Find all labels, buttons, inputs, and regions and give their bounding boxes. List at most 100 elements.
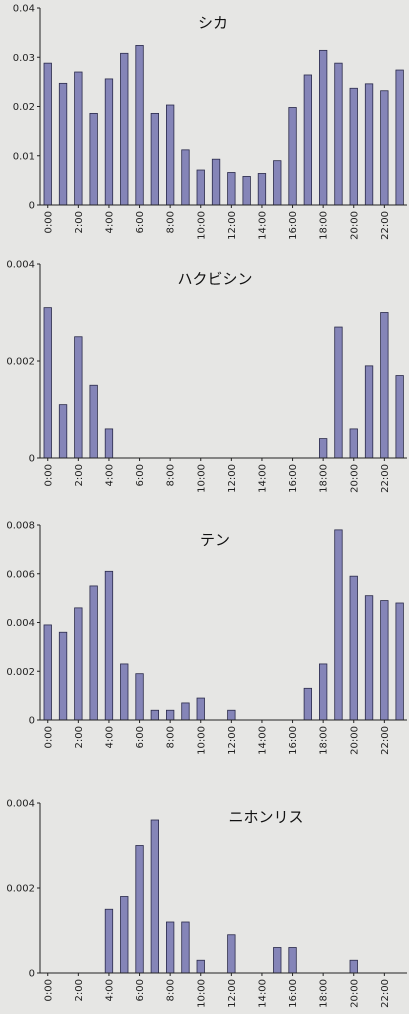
x-tick-label: 14:00 [257, 979, 268, 1008]
y-tick-label: 0.01 [13, 151, 35, 162]
x-tick-label: 12:00 [227, 979, 238, 1008]
x-tick-label: 2:00 [74, 464, 85, 486]
x-tick-label: 6:00 [135, 464, 146, 486]
x-tick-label: 8:00 [166, 211, 177, 233]
y-tick-label: 0 [29, 454, 35, 465]
y-tick-label: 0.002 [6, 357, 35, 368]
bar-deer-700 [150, 112, 160, 206]
x-tick-label: 4:00 [104, 211, 115, 233]
x-tick-label: 6:00 [135, 726, 146, 748]
bar-deer-2300 [395, 69, 404, 206]
x-tick-label: 10:00 [196, 979, 207, 1008]
y-tick-label: 0 [29, 969, 35, 980]
chart-title: ニホンリス [228, 808, 303, 826]
x-tick-label: 10:00 [196, 464, 207, 493]
bar-civet-000 [43, 307, 52, 459]
bar-civet-1900 [334, 326, 343, 459]
bar-marten-500 [120, 663, 129, 721]
y-tick-label: 0.04 [13, 4, 35, 15]
x-tick-label: 22:00 [380, 726, 391, 755]
bar-civet-2000 [349, 428, 358, 459]
x-tick-label: 8:00 [166, 979, 177, 1001]
x-tick-label: 14:00 [257, 726, 268, 755]
x-tick-label: 4:00 [104, 979, 115, 1001]
bar-marten-1900 [334, 529, 343, 721]
bar-squirrel-800 [165, 921, 175, 974]
x-tick-label: 6:00 [135, 979, 146, 1001]
x-tick-label: 14:00 [257, 211, 268, 240]
chart-japanese-squirrel: 0 0.002 0.004 0:00 2:00 4:00 6:00 8:00 10:00 12:0… [6, 799, 407, 1008]
bar-deer-1300 [242, 176, 251, 206]
x-tick-label: 2:00 [74, 979, 85, 1001]
y-tick-label: 0.002 [6, 667, 35, 678]
x-tick-label: 18:00 [319, 979, 330, 1008]
bar-marten-1000 [196, 697, 205, 721]
bar-squirrel-500 [120, 896, 129, 974]
bar-marten-1800 [318, 663, 328, 721]
bar-squirrel-700 [150, 819, 160, 974]
bar-squirrel-1000 [196, 959, 205, 974]
bar-squirrel-900 [181, 921, 190, 974]
bar-squirrel-400 [104, 908, 114, 974]
bar-squirrel-600 [135, 845, 144, 974]
bar-deer-1100 [211, 158, 221, 206]
bar-marten-1700 [303, 687, 313, 721]
x-tick-label: 10:00 [196, 211, 207, 240]
bar-marten-2000 [349, 575, 358, 721]
x-tick-label: 18:00 [319, 726, 330, 755]
x-tick-label: 22:00 [380, 464, 391, 493]
bar-civet-1800 [318, 438, 328, 459]
x-tick-label: 12:00 [227, 211, 238, 240]
bar-deer-2200 [380, 90, 389, 206]
x-tick-label: 20:00 [349, 979, 360, 1008]
bar-marten-1200 [227, 709, 236, 721]
bar-marten-800 [165, 709, 175, 721]
chart-title: シカ [198, 14, 228, 32]
bar-civet-400 [104, 428, 114, 459]
bar-marten-2100 [364, 595, 374, 721]
bar-squirrel-1500 [273, 947, 282, 974]
y-tick-label: 0.004 [6, 799, 35, 810]
bar-deer-1600 [288, 107, 297, 206]
x-tick-label: 6:00 [135, 211, 146, 233]
bar-civet-100 [58, 404, 68, 459]
x-tick-label: 18:00 [319, 211, 330, 240]
x-tick-label: 12:00 [227, 464, 238, 493]
y-tick-label: 0 [29, 716, 35, 727]
bar-marten-700 [150, 709, 160, 721]
bar-deer-1700 [303, 74, 313, 206]
x-tick-label: 8:00 [166, 464, 177, 486]
x-tick-label: 22:00 [380, 979, 391, 1008]
x-tick-label: 18:00 [319, 464, 330, 493]
bar-marten-000 [43, 624, 52, 721]
bar-squirrel-2000 [349, 959, 358, 974]
bar-deer-100 [58, 82, 68, 206]
bar-deer-800 [165, 104, 175, 206]
bar-deer-300 [89, 112, 98, 206]
bar-squirrel-1200 [227, 934, 236, 974]
x-tick-label: 14:00 [257, 464, 268, 493]
x-tick-label: 16:00 [288, 211, 299, 240]
chart-title: テン [200, 531, 230, 549]
bar-civet-2200 [380, 312, 389, 459]
x-tick-label: 20:00 [349, 211, 360, 240]
bar-marten-2300 [395, 602, 404, 721]
bar-marten-2200 [380, 600, 389, 721]
bar-deer-600 [135, 45, 144, 206]
bar-deer-1800 [318, 49, 328, 206]
bar-deer-2100 [364, 83, 374, 206]
bar-marten-300 [89, 585, 98, 721]
x-tick-label: 12:00 [227, 726, 238, 755]
bar-deer-1200 [227, 172, 236, 206]
y-tick-label: 0.002 [6, 884, 35, 895]
bar-civet-200 [74, 336, 83, 459]
x-tick-label: 10:00 [196, 726, 207, 755]
y-tick-label: 0.004 [6, 260, 35, 271]
x-tick-label: 16:00 [288, 464, 299, 493]
y-tick-label: 0.004 [6, 618, 35, 629]
y-tick-label: 0 [29, 201, 35, 212]
x-tick-label: 4:00 [104, 464, 115, 486]
bar-deer-1000 [196, 169, 205, 206]
bar-civet-2100 [364, 365, 374, 459]
